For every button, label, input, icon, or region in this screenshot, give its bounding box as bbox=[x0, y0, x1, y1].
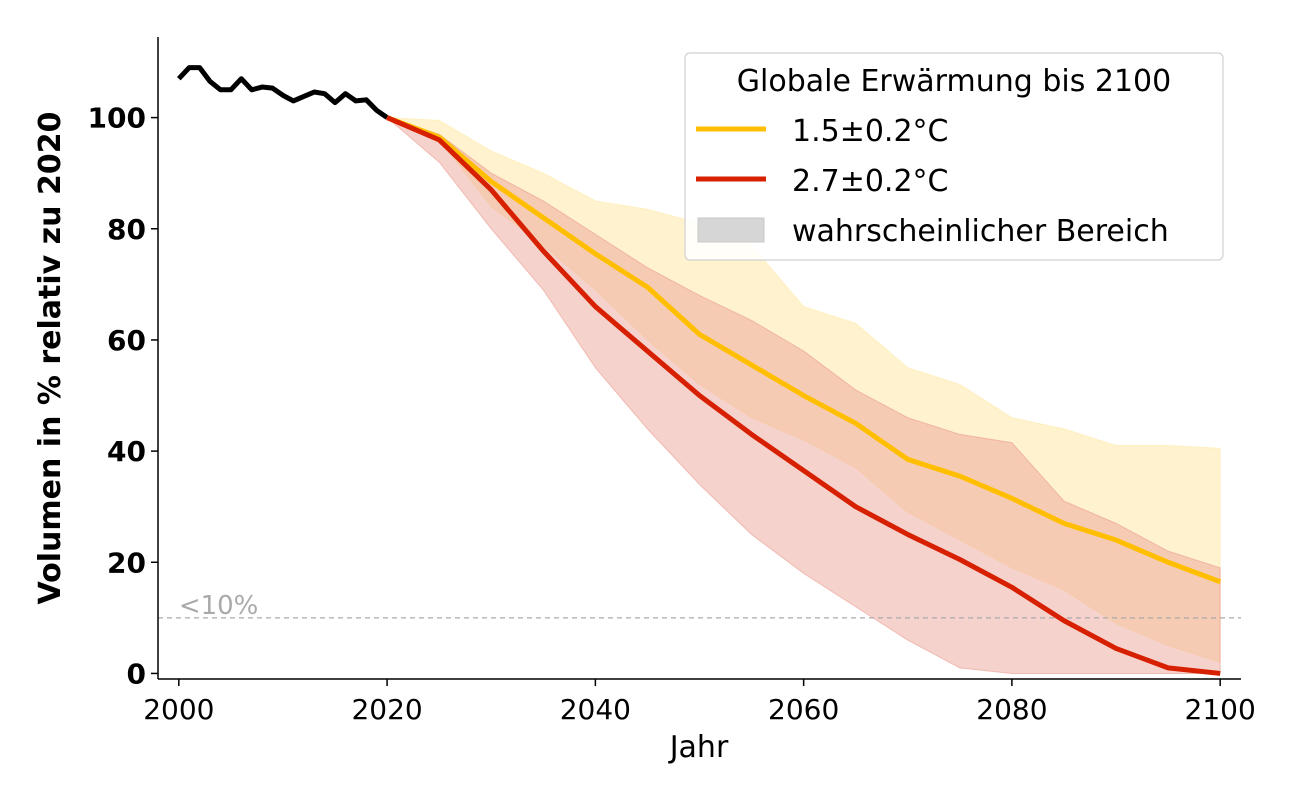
legend-title: Globale Erwärmung bis 2100 bbox=[737, 64, 1171, 99]
y-tick-label: 80 bbox=[107, 213, 146, 246]
legend: Globale Erwärmung bis 2100 1.5±0.2°C 2.7… bbox=[684, 52, 1224, 261]
y-axis-label: Volumen in % relativ zu 2020 bbox=[33, 112, 68, 605]
legend-frame bbox=[684, 52, 1224, 261]
x-axis-label: Jahr bbox=[668, 730, 729, 765]
x-tick-label: 2060 bbox=[768, 693, 839, 726]
y-ticks: 0 20 40 60 80 100 bbox=[88, 102, 158, 690]
x-tick-label: 2100 bbox=[1185, 693, 1256, 726]
legend-entry-2-7: 2.7±0.2°C bbox=[792, 164, 949, 199]
y-tick-label: 40 bbox=[107, 435, 146, 468]
x-ticks: 2000 2020 2040 2060 2080 2100 bbox=[143, 679, 1256, 726]
y-tick-label: 20 bbox=[107, 546, 146, 579]
x-tick-label: 2020 bbox=[351, 693, 422, 726]
median-line-1-5 bbox=[386, 115, 1222, 585]
legend-entry-range: wahrscheinlicher Bereich bbox=[792, 214, 1169, 249]
legend-entry-1-5: 1.5±0.2°C bbox=[792, 114, 949, 149]
threshold-label: <10% bbox=[179, 591, 259, 621]
series-lines bbox=[177, 65, 1222, 676]
y-tick-label: 60 bbox=[107, 324, 146, 357]
x-tick-label: 2000 bbox=[143, 693, 214, 726]
x-tick-label: 2080 bbox=[976, 693, 1047, 726]
y-tick-label: 100 bbox=[88, 102, 146, 135]
historical-line bbox=[177, 65, 389, 120]
x-tick-label: 2040 bbox=[560, 693, 631, 726]
y-tick-label: 0 bbox=[127, 657, 146, 690]
median-line-2-7 bbox=[386, 115, 1221, 676]
legend-swatch-range bbox=[697, 217, 765, 243]
